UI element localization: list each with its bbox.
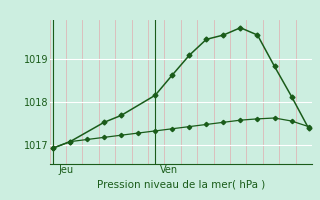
- X-axis label: Pression niveau de la mer( hPa ): Pression niveau de la mer( hPa ): [97, 180, 265, 190]
